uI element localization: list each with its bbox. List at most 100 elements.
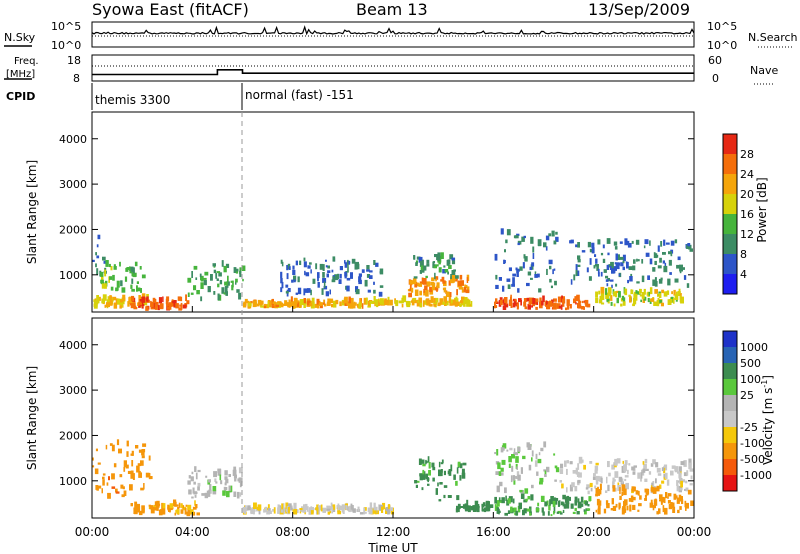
data-cell [524, 306, 528, 310]
data-cell [180, 296, 183, 302]
data-cell [408, 292, 412, 298]
data-cell [684, 488, 687, 491]
data-cell [517, 242, 520, 246]
data-cell [138, 449, 142, 453]
data-cell [113, 264, 116, 268]
data-cell [644, 478, 648, 482]
colorbar-tick-label: 1000 [740, 341, 768, 354]
data-cell [549, 278, 552, 283]
data-cell [131, 278, 134, 284]
data-cell [574, 486, 578, 492]
data-cell [414, 480, 418, 484]
data-cell [105, 444, 108, 450]
data-cell [676, 480, 679, 486]
data-cell [633, 297, 637, 305]
data-cell [389, 299, 393, 306]
data-cell [523, 254, 526, 259]
data-cell [355, 286, 359, 293]
data-cell [225, 291, 228, 296]
data-cell [307, 506, 309, 512]
data-cell [317, 282, 320, 288]
data-cell [188, 475, 191, 479]
data-cell [293, 279, 296, 283]
data-cell [643, 463, 647, 470]
data-cell [331, 279, 336, 283]
data-cell [614, 471, 619, 478]
data-cell [341, 504, 346, 510]
data-cell [213, 269, 217, 274]
data-cell [516, 466, 518, 470]
data-cell [543, 469, 547, 472]
data-cell [272, 509, 275, 512]
data-cell [126, 267, 130, 271]
data-cell [569, 484, 573, 492]
data-cell [444, 269, 449, 273]
data-cell [596, 264, 599, 271]
data-cell [605, 275, 609, 279]
data-cell [109, 295, 112, 300]
data-cell [517, 446, 521, 452]
data-cell [630, 273, 633, 277]
data-cell [224, 470, 228, 476]
data-cell [561, 298, 566, 304]
data-cell [448, 296, 451, 303]
data-cell [445, 291, 450, 297]
data-cell [603, 508, 607, 514]
data-cell [679, 478, 681, 485]
data-cell [92, 259, 95, 262]
data-cell [126, 267, 129, 271]
data-cell [615, 283, 618, 287]
data-cell [113, 266, 117, 270]
data-cell [322, 264, 325, 271]
data-cell [583, 464, 586, 470]
data-cell [665, 242, 670, 245]
data-cell [650, 463, 654, 467]
data-cell [531, 484, 534, 489]
data-cell [643, 296, 647, 301]
data-cell [166, 296, 170, 302]
data-cell [287, 304, 290, 308]
data-cell [600, 477, 603, 484]
data-cell [616, 458, 621, 464]
data-cell [236, 289, 240, 293]
data-cell [457, 461, 461, 467]
data-cell [646, 292, 650, 296]
data-cell [191, 496, 194, 499]
data-cell [527, 496, 531, 500]
data-cell [426, 263, 430, 267]
data-cell [228, 474, 231, 477]
data-cell [315, 507, 319, 511]
data-cell [635, 490, 639, 495]
data-cell [585, 304, 589, 307]
data-cell [111, 473, 115, 480]
data-cell [575, 302, 577, 305]
data-cell [239, 492, 242, 497]
data-cell [92, 465, 95, 468]
data-cell [451, 270, 456, 275]
data-cell [196, 512, 200, 516]
data-cell [507, 498, 511, 504]
data-cell [419, 302, 423, 308]
data-cell [495, 471, 500, 475]
y-tick-label: 1000 [59, 269, 87, 282]
data-cell [518, 502, 522, 510]
data-cell [125, 464, 129, 469]
data-cell [555, 236, 559, 242]
data-cell [463, 302, 466, 307]
data-cell [633, 293, 638, 301]
data-cell [508, 463, 511, 468]
colorbar-swatch [723, 395, 737, 412]
data-cell [687, 489, 692, 495]
data-cell [597, 489, 602, 495]
data-cell [330, 502, 333, 510]
data-cell [594, 485, 597, 489]
data-cell [553, 497, 556, 503]
data-cell [102, 473, 106, 476]
data-cell [631, 496, 636, 501]
data-cell [565, 501, 570, 505]
data-cell [500, 228, 504, 235]
data-cell [192, 487, 195, 494]
data-cell [150, 301, 154, 308]
data-cell [284, 300, 288, 306]
data-cell [516, 471, 520, 478]
